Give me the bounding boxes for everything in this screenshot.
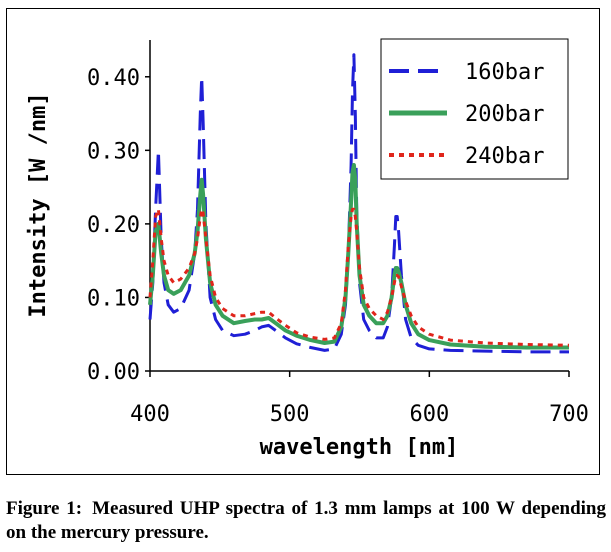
- legend: 160bar 200bar 240bar: [380, 38, 569, 180]
- y-tick-label: 0.00: [87, 360, 140, 385]
- legend-label-160bar: 160bar: [465, 60, 544, 85]
- y-ticks: 0.00 0.10 0.20 0.30 0.40: [87, 66, 150, 385]
- legend-label-240bar: 240bar: [465, 144, 544, 169]
- x-axis-title: wavelength [nm]: [260, 435, 459, 460]
- y-tick-label: 0.40: [87, 66, 140, 91]
- x-tick-label: 400: [130, 402, 170, 427]
- y-tick-label: 0.20: [87, 213, 140, 238]
- y-tick-label: 0.10: [87, 286, 140, 311]
- legend-label-200bar: 200bar: [465, 102, 544, 127]
- x-tick-label: 600: [409, 402, 449, 427]
- caption-label: Figure 1:: [6, 498, 83, 519]
- plot-area: 0.00 0.10 0.20 0.30 0.40 400 500 600 700: [87, 40, 589, 427]
- series-line-240bar: [148, 207, 570, 347]
- x-tick-label: 500: [270, 402, 310, 427]
- series-lines: [148, 53, 570, 354]
- caption-text: Measured UHP spectra of 1.3 mm lamps at …: [6, 498, 606, 543]
- x-tick-label: 700: [549, 402, 589, 427]
- spectrum-chart: 0.00 0.10 0.20 0.30 0.40 400 500 600 700 wavele…: [26, 38, 589, 460]
- figure-caption: Figure 1: Measured UHP spectra of 1.3 mm …: [6, 497, 606, 545]
- y-tick-label: 0.30: [87, 139, 140, 164]
- chart-frame: 0.00 0.10 0.20 0.30 0.40 400 500 600 700 wavele…: [6, 8, 600, 475]
- x-ticks: 400 500 600 700: [130, 371, 589, 427]
- y-axis-title: Intensity [W /nm]: [26, 92, 51, 317]
